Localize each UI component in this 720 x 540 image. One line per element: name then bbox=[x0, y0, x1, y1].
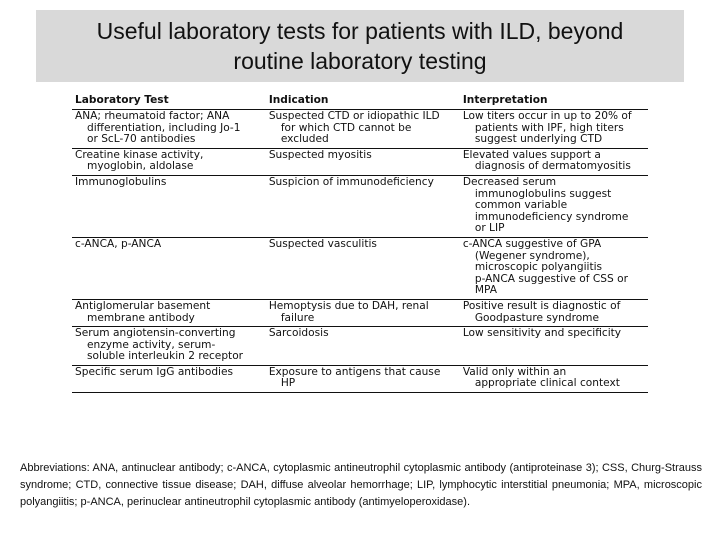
table-row: ANA; rheumatoid factor; ANA differentiati… bbox=[72, 109, 648, 149]
cell-line: Positive result is diagnostic of bbox=[462, 299, 621, 312]
cell-line: Suspected vasculitis bbox=[268, 237, 377, 250]
title-line: routine laboratory testing bbox=[233, 48, 487, 74]
table-row: Immunoglobulins Suspicion of immunodefici… bbox=[72, 175, 648, 238]
cell-line: Specific serum IgG antibodies bbox=[75, 365, 234, 378]
cell-line: or LIP bbox=[474, 222, 505, 235]
table-cell: Antiglomerular basement membrane antibody bbox=[72, 299, 266, 328]
table-cell: Suspected vasculitis bbox=[265, 237, 460, 300]
table-cell: Suspected CTD or idiopathic ILD for which… bbox=[265, 109, 460, 149]
table-body: ANA; rheumatoid factor; ANA differentiati… bbox=[72, 109, 648, 394]
table-cell: Immunoglobulins bbox=[72, 175, 266, 238]
cell-line: c-ANCA, p-ANCA bbox=[75, 237, 162, 250]
cell-line: Suspected myositis bbox=[268, 148, 372, 161]
cell-line: immunodeficiency syndrome bbox=[474, 210, 629, 223]
table-row: Specific serum IgG antibodies Exposure to… bbox=[72, 365, 648, 394]
cell-line: Serum angiotensin-converting bbox=[75, 327, 236, 340]
cell-line: p-ANCA suggestive of CSS or bbox=[474, 272, 628, 285]
cell-line: Exposure to antigens that cause bbox=[268, 365, 441, 378]
cell-line: Low titers occur in up to 20% of bbox=[462, 110, 632, 122]
cell-line: Sarcoidosis bbox=[268, 327, 329, 340]
table-cell: c-ANCA, p-ANCA bbox=[72, 237, 266, 300]
table-row: Serum angiotensin-converting enzyme activ… bbox=[72, 326, 648, 366]
cell-line: Suspicion of immunodeficiency bbox=[268, 175, 434, 188]
table-cell: Exposure to antigens that cause HP bbox=[265, 365, 460, 394]
cell-line: immunoglobulins suggest bbox=[474, 187, 612, 200]
cell-line: c-ANCA suggestive of GPA bbox=[462, 237, 602, 250]
table-cell: Serum angiotensin-converting enzyme activ… bbox=[72, 326, 266, 366]
cell-line: Suspected CTD or idiopathic ILD bbox=[268, 110, 440, 122]
table-cell: Low sensitivity and specificity bbox=[459, 326, 648, 366]
cell-line: Goodpasture syndrome bbox=[474, 311, 600, 324]
cell-line: soluble interleukin 2 receptor bbox=[87, 350, 244, 363]
column-header: Laboratory Test bbox=[72, 93, 266, 110]
table-cell: ANA; rheumatoid factor; ANA differentiati… bbox=[72, 109, 266, 149]
table-cell: Sarcoidosis bbox=[265, 326, 460, 366]
cell-line: Decreased serum bbox=[462, 175, 557, 188]
table-cell: Suspicion of immunodeficiency bbox=[265, 175, 460, 238]
cell-line: or ScL-70 antibodies bbox=[87, 133, 196, 146]
cell-line: MPA bbox=[474, 284, 497, 297]
cell-line: HP bbox=[280, 377, 296, 390]
cell-line: patients with IPF, high titers bbox=[474, 121, 624, 134]
table-cell: Low titers occur in up to 20% of patients… bbox=[459, 109, 648, 149]
cell-line: Elevated values support a bbox=[462, 148, 601, 161]
table-cell: c-ANCA suggestive of GPA (Wegener syndrom… bbox=[459, 237, 648, 300]
cell-line: for which CTD cannot be bbox=[280, 121, 412, 134]
cell-line: Creatine kinase activity, bbox=[75, 148, 204, 161]
table-cell: Decreased serum immunoglobulins suggest co… bbox=[459, 175, 648, 238]
cell-line: failure bbox=[280, 311, 315, 324]
column-header: Indication bbox=[265, 93, 460, 110]
title-line: Useful laboratory tests for patients wit… bbox=[96, 18, 624, 44]
cell-line: differentiation, including Jo-1 bbox=[87, 121, 241, 134]
table-cell: Creatine kinase activity, myoglobin, aldo… bbox=[72, 148, 266, 176]
table-cell: Positive result is diagnostic of Goodpast… bbox=[459, 299, 648, 328]
table-cell: Specific serum IgG antibodies bbox=[72, 365, 266, 394]
cell-line: appropriate clinical context bbox=[474, 377, 620, 390]
cell-line: myoglobin, aldolase bbox=[87, 160, 194, 173]
table-row: c-ANCA, p-ANCA Suspected vasculitis c-ANCA… bbox=[72, 237, 648, 300]
title-box: Useful laboratory tests for patients wit… bbox=[36, 10, 684, 82]
cell-line: Hemoptysis due to DAH, renal bbox=[268, 299, 429, 312]
lab-table: Laboratory Test Indication Interpretation … bbox=[72, 93, 648, 394]
cell-line: (Wegener syndrome), bbox=[474, 249, 590, 262]
cell-line: suggest underlying CTD bbox=[474, 133, 603, 146]
cell-line: enzyme activity, serum- bbox=[87, 338, 216, 351]
table-row: Creatine kinase activity, myoglobin, aldo… bbox=[72, 148, 648, 176]
cell-line: Low sensitivity and specificity bbox=[462, 327, 622, 340]
table-cell: Hemoptysis due to DAH, renal failure bbox=[265, 299, 460, 328]
table-cell: Elevated values support a diagnosis of de… bbox=[459, 148, 648, 176]
cell-line: microscopic polyangiitis bbox=[474, 261, 603, 274]
footnote: Abbreviations: ANA, antinuclear antibody… bbox=[20, 462, 702, 508]
cell-line: excluded bbox=[280, 133, 329, 146]
cell-line: diagnosis of dermatomyositis bbox=[474, 160, 631, 173]
cell-line: Immunoglobulins bbox=[75, 175, 167, 188]
cell-line: membrane antibody bbox=[87, 311, 195, 324]
cell-line: Antiglomerular basement bbox=[75, 299, 211, 312]
table-cell: Suspected myositis bbox=[265, 148, 460, 176]
cell-line: ANA; rheumatoid factor; ANA bbox=[75, 110, 230, 122]
cell-line: common variable bbox=[474, 199, 568, 212]
column-header: Interpretation bbox=[459, 93, 648, 110]
table-cell: Valid only within an appropriate clinical… bbox=[459, 365, 648, 394]
header-row: Laboratory Test Indication Interpretation bbox=[72, 93, 648, 110]
table-row: Antiglomerular basement membrane antibody… bbox=[72, 299, 648, 328]
cell-line: Valid only within an bbox=[462, 365, 567, 378]
